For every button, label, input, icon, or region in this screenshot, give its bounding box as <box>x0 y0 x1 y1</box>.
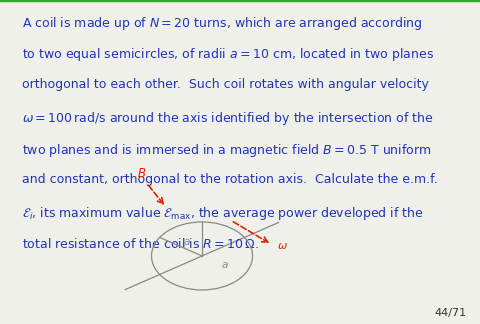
Text: to two equal semicircles, of radii $a = 10$ cm, located in two planes: to two equal semicircles, of radii $a = … <box>22 46 433 63</box>
Text: $a$: $a$ <box>182 237 190 247</box>
Text: $\mathcal{E}_i$, its maximum value $\mathcal{E}_{\mathrm{max}}$, the average pow: $\mathcal{E}_i$, its maximum value $\mat… <box>22 205 422 222</box>
Text: $B$: $B$ <box>137 167 146 180</box>
Text: $\omega$: $\omega$ <box>276 241 287 251</box>
Text: total resistance of the coil is $R = 10\,\Omega$.: total resistance of the coil is $R = 10\… <box>22 237 258 251</box>
Text: A coil is made up of $N = 20$ turns, which are arranged according: A coil is made up of $N = 20$ turns, whi… <box>22 15 421 31</box>
Text: orthogonal to each other.  Such coil rotates with angular velocity: orthogonal to each other. Such coil rota… <box>22 78 428 91</box>
Text: 44/71: 44/71 <box>433 307 466 318</box>
Text: and constant, orthogonal to the rotation axis.  Calculate the e.m.f.: and constant, orthogonal to the rotation… <box>22 173 436 186</box>
Text: two planes and is immersed in a magnetic field $B = 0.5$ T uniform: two planes and is immersed in a magnetic… <box>22 142 431 158</box>
Text: $\omega = 100\,\mathrm{rad/s}$ around the axis identified by the intersection of: $\omega = 100\,\mathrm{rad/s}$ around th… <box>22 110 432 127</box>
Text: $a$: $a$ <box>221 260 228 270</box>
